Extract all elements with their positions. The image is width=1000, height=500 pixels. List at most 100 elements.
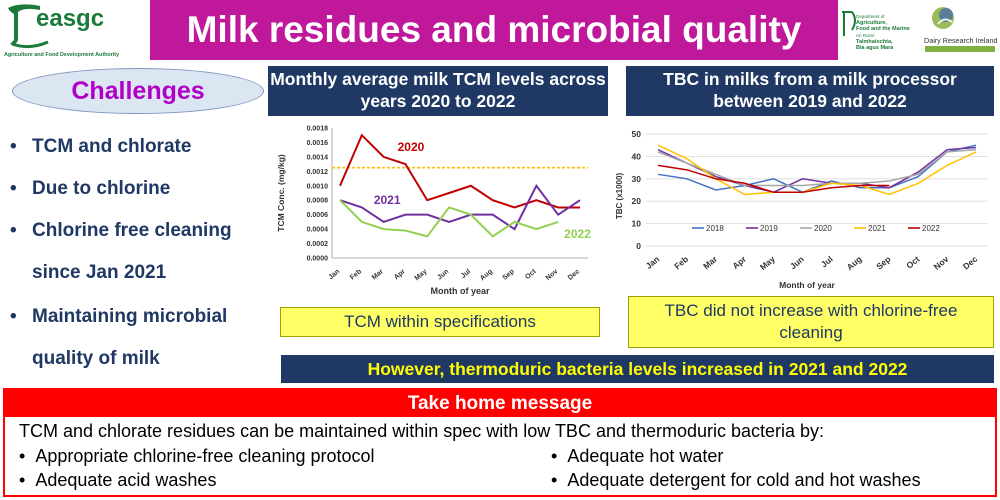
tbc-note-line: cleaning [779,323,843,342]
legend-label-2018: 2018 [706,224,724,233]
legend-label-2020: 2020 [814,224,832,233]
y-tick-label: 0 [636,241,641,251]
tcm-note: TCM within specifications [280,307,600,337]
dept-line-4: Talmhaíochta, [856,39,893,45]
bullet-item: • Maintaining microbial [10,306,228,327]
x-tick-label: Oct [524,268,538,281]
x-tick-label: Sep [874,254,892,272]
x-tick-label: Jan [328,268,342,281]
y-tick-label: 0.0016 [307,140,329,147]
dafm-logo: Department of Agriculture, Food and the … [842,7,998,52]
y-axis-title: TCM Conc. (mg/kg) [276,154,286,232]
x-tick-label: Feb [349,268,363,281]
take-home-item-text: Adequate detergent for cold and hot wash… [567,470,921,490]
bullet-text: Due to chlorine [32,178,171,199]
x-tick-label: Apr [730,253,748,271]
dept-line-2: Food and the Marine [856,26,910,32]
x-tick-label: Aug [845,254,864,272]
tbc-note: TBC did not increase with chlorine-free … [628,296,994,348]
x-tick-label: May [414,268,429,282]
x-axis-title: Month of year [779,280,835,290]
x-tick-label: Feb [672,254,690,271]
take-home-item-text: Adequate acid washes [35,470,217,490]
x-tick-label: Jan [644,254,662,271]
series-line-2022 [657,164,890,193]
tbc-note-line: TBC did not increase with chlorine-free [664,301,958,320]
x-tick-label: Dec [961,254,980,272]
x-tick-label: Apr [393,268,407,281]
take-home-item: • Appropriate chlorine-free cleaning pro… [19,446,375,466]
dept-line-0: Department of [856,14,885,19]
legend-label-2022: 2022 [922,224,940,233]
teagasc-logo: easgc Agriculture and Food Development A… [0,0,148,60]
x-tick-label: Jul [819,254,835,270]
legend-label-2019: 2019 [760,224,778,233]
title-bar: Milk residues and microbial quality [150,0,838,60]
x-tick-label: Nov [932,254,951,272]
x-tick-label: Jun [436,268,450,281]
y-tick-label: 0.0018 [307,126,329,133]
bullet-continuation: quality of milk [32,348,160,369]
x-tick-label: Jul [460,268,472,280]
x-tick-label: Nov [545,268,560,282]
bullet-text: Maintaining microbial [32,306,228,327]
legend-label-2021: 2021 [868,224,886,233]
dept-line-1: Agriculture, [856,20,887,26]
x-tick-label: Oct [904,254,921,271]
tcm-chart: 0.0000 0.0002 0.0004 0.0006 0.0008 0.0010 0.00… [276,126,591,297]
y-tick-label: 0.0014 [307,154,329,161]
y-tick-label: 30 [632,174,642,184]
series-line-2021 [339,183,581,231]
take-home-box: Take home message TCM and chlorate resid… [3,388,997,497]
take-home-item-text: Adequate hot water [567,446,724,466]
take-home-item: • Adequate hot water [551,446,724,466]
x-tick-label: Dec [567,268,581,282]
series-line-2020 [339,133,580,209]
y-tick-label: 20 [632,196,642,206]
teagasc-logo-mark: easgc Agriculture and Food Development A… [4,4,119,58]
y-tick-label: 0.0008 [307,198,329,205]
dept-line-5: Bia agus Mara [856,45,894,51]
take-home-item: • Adequate detergent for cold and hot wa… [551,470,921,490]
y-tick-label: 0.0004 [307,227,329,234]
y-tick-label: 0.0002 [307,241,329,248]
logo-text: easgc [36,5,104,32]
dri-label: Dairy Research Ireland [924,36,998,45]
series-label-2022: 2022 [564,227,591,241]
series-line-2018 [657,144,977,194]
y-tick-label: 10 [632,219,642,229]
take-home-title: Take home message [5,390,995,417]
challenges-title: Challenges [71,76,205,105]
x-tick-label: May [758,254,777,272]
y-axis-title: TBC (x1000) [615,173,624,220]
tcm-chart-title: Monthly average milk TCM levels across y… [268,66,608,116]
series-line-2020 [657,148,977,187]
challenges-pill: Challenges [12,68,264,114]
bullet-continuation: since Jan 2021 [32,262,167,283]
y-tick-label: 0.0000 [307,256,329,263]
partner-logos: Department of Agriculture, Food and the … [838,0,1000,60]
x-axis-title: Month of year [430,286,489,296]
y-tick-label: 0.0010 [307,183,329,190]
page-title: Milk residues and microbial quality [186,9,802,50]
series-line-2022 [339,199,559,238]
x-tick-label: Mar [371,268,385,282]
y-tick-label: 0.0012 [307,169,329,176]
bullet-item: • Chlorine free cleaning [10,220,232,241]
bullet-text: Chlorine free cleaning [32,220,232,241]
take-home-item-text: Appropriate chlorine-free cleaning proto… [35,446,375,466]
dri-logo: Dairy Research Ireland [924,7,998,52]
bullet-item: • TCM and chlorate [10,136,192,157]
x-tick-label: Sep [501,268,515,282]
take-home-intro: TCM and chlorate residues can be maintai… [19,421,825,441]
tbc-chart-title: TBC in milks from a milk processor betwe… [626,66,994,116]
x-tick-label: Jun [788,254,806,271]
x-tick-label: Mar [701,253,720,271]
bullet-text: TCM and chlorate [32,136,192,157]
logo-subtitle: Agriculture and Food Development Authori… [4,52,119,58]
take-home-item: • Adequate acid washes [19,470,217,490]
series-label-2021: 2021 [374,193,401,207]
x-tick-label: Aug [479,268,494,282]
tbc-chart: 0 10 20 30 40 50 Jan Feb Mar Apr May Jun Jul Aug Sep Oc… [615,129,988,290]
bullet-item: • Due to chlorine [10,178,171,199]
